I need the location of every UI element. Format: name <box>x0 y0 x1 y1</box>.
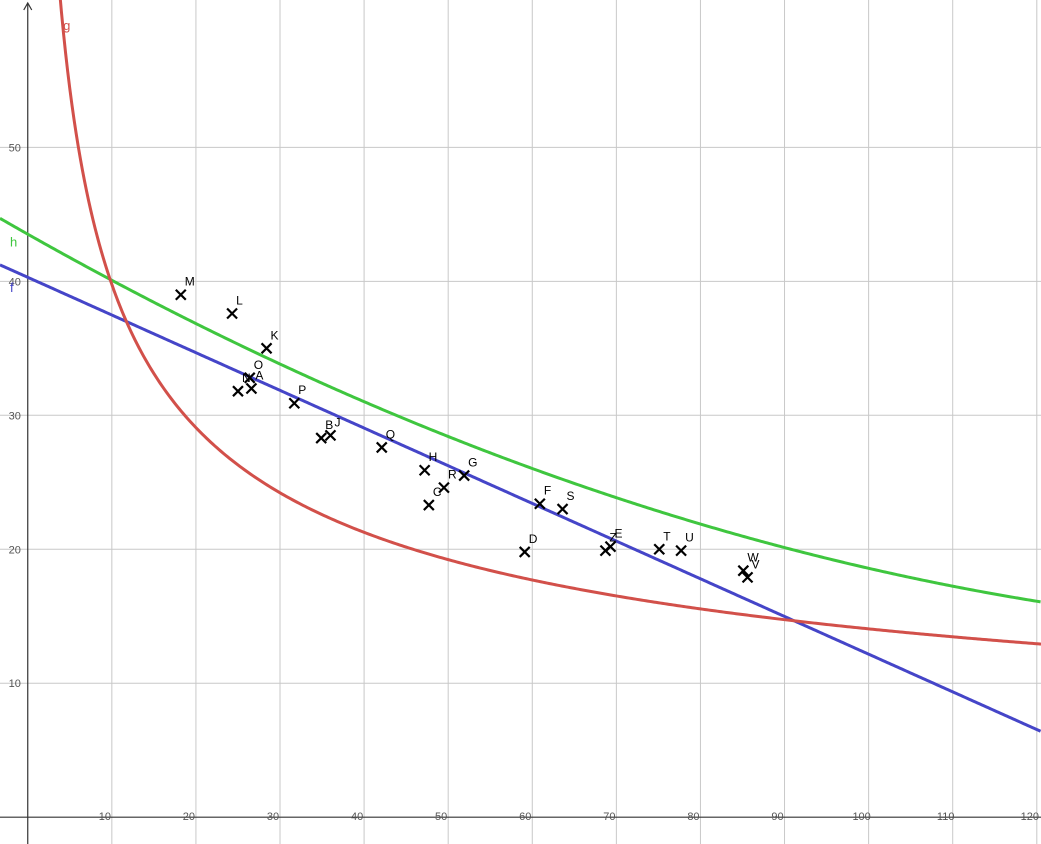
point-label-J: J <box>334 415 340 429</box>
point-J: J <box>324 415 340 442</box>
point-marker-icon <box>438 481 450 494</box>
point-marker-icon <box>232 385 244 397</box>
point-marker-icon <box>458 469 470 482</box>
point-label-W: W <box>747 551 759 565</box>
point-E: E <box>604 527 622 553</box>
point-K: K <box>260 328 279 355</box>
point-marker-icon <box>737 564 750 577</box>
curves: f h g <box>0 0 1041 733</box>
point-label-G: G <box>468 456 477 470</box>
point-U: U <box>675 531 694 557</box>
x-tick-label-90: 90 <box>771 811 783 823</box>
point-marker-icon <box>675 544 687 557</box>
point-label-Z: Z <box>609 531 616 545</box>
point-marker-icon <box>245 382 258 395</box>
point-Q: Q <box>375 427 395 454</box>
point-label-S: S <box>567 489 575 503</box>
point-R: R <box>438 468 457 494</box>
x-tick-label-60: 60 <box>519 811 531 823</box>
point-label-U: U <box>685 531 694 545</box>
point-label-E: E <box>614 527 622 541</box>
point-marker-icon <box>741 571 754 584</box>
point-W: W <box>737 551 759 577</box>
point-marker-icon <box>534 497 546 510</box>
point-label-L: L <box>236 293 243 307</box>
x-tick-label-80: 80 <box>687 811 699 823</box>
x-tick-label-20: 20 <box>183 811 195 823</box>
y-tick-label-10: 10 <box>9 678 21 690</box>
point-label-A: A <box>255 369 263 383</box>
point-label-F: F <box>544 484 551 498</box>
point-O: O <box>243 358 263 384</box>
point-S: S <box>556 489 575 515</box>
point-label-R: R <box>448 468 457 482</box>
point-marker-icon <box>243 372 256 384</box>
y-tick-label-50: 50 <box>9 142 21 154</box>
point-B: B <box>315 418 333 444</box>
series-h-line <box>0 217 1041 604</box>
series-g-line <box>58 0 1041 646</box>
point-label-P: P <box>298 383 306 397</box>
data-points: M L K NOA P B J Q H CRG F S D ZE T U WV <box>175 275 760 584</box>
point-marker-icon <box>423 499 435 511</box>
point-label-Q: Q <box>386 427 395 441</box>
point-D: D <box>518 532 538 558</box>
point-P: P <box>288 383 306 410</box>
x-tick-label-100: 100 <box>852 811 870 823</box>
y-tick-label-20: 20 <box>9 544 21 556</box>
point-H: H <box>418 450 438 477</box>
point-marker-icon <box>518 546 531 558</box>
series-f-label: f <box>10 280 14 295</box>
tick-labels: 10 20 30 40 50 60 70 80 90 100 110 120 10 20 30 40 50 <box>9 142 1039 823</box>
point-label-M: M <box>185 275 195 289</box>
x-tick-label-70: 70 <box>603 811 615 823</box>
y-tick-label-40: 40 <box>9 276 21 288</box>
point-marker-icon <box>226 307 238 320</box>
point-marker-icon <box>315 432 327 444</box>
series-f-line <box>0 263 1041 733</box>
point-marker-icon <box>556 503 569 515</box>
point-label-T: T <box>663 529 671 543</box>
point-V: V <box>741 557 760 584</box>
point-marker-icon <box>418 464 431 477</box>
point-marker-icon <box>653 543 666 556</box>
point-label-O: O <box>254 358 263 372</box>
x-tick-label-30: 30 <box>267 811 279 823</box>
point-T: T <box>653 529 671 556</box>
x-tick-label-40: 40 <box>351 811 363 823</box>
x-tick-label-110: 110 <box>937 811 955 823</box>
point-C: C <box>423 485 442 511</box>
x-tick-label-50: 50 <box>435 811 447 823</box>
point-label-K: K <box>271 328 279 342</box>
point-label-C: C <box>433 485 442 499</box>
point-marker-icon <box>375 441 388 454</box>
point-label-N: N <box>242 371 251 385</box>
point-L: L <box>226 293 243 320</box>
point-N: N <box>232 371 251 397</box>
point-F: F <box>534 484 551 510</box>
x-tick-label-10: 10 <box>99 811 111 823</box>
point-label-H: H <box>429 450 438 464</box>
point-label-B: B <box>325 418 333 432</box>
series-g-label: g <box>63 18 70 33</box>
point-G: G <box>458 456 478 482</box>
point-marker-icon <box>324 429 337 442</box>
point-label-D: D <box>529 532 538 546</box>
point-marker-icon <box>175 288 187 301</box>
point-M: M <box>175 275 195 301</box>
point-marker-icon <box>604 540 617 553</box>
point-label-V: V <box>752 557 760 571</box>
point-A: A <box>245 369 263 395</box>
series-h-label: h <box>10 235 17 250</box>
y-axis-arrow-icon <box>23 1 33 11</box>
y-tick-label-30: 30 <box>9 410 21 422</box>
x-tick-label-120: 120 <box>1021 811 1039 823</box>
point-marker-icon <box>260 342 273 355</box>
point-marker-icon <box>288 397 301 410</box>
